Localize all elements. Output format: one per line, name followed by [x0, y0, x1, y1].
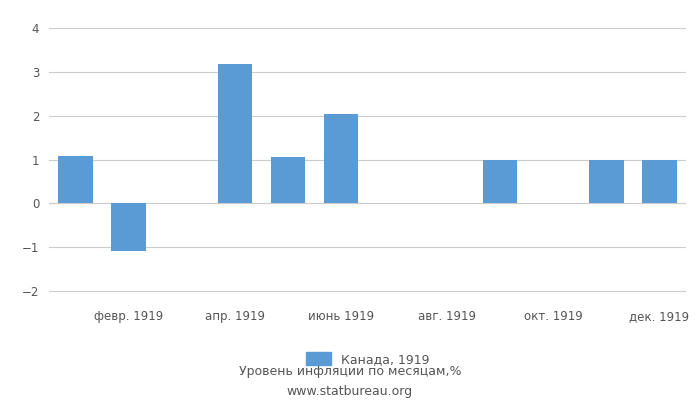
Bar — [323, 114, 358, 204]
Bar — [58, 156, 93, 204]
Text: Уровень инфляции по месяцам,%: Уровень инфляции по месяцам,% — [239, 366, 461, 378]
Bar — [642, 160, 677, 204]
Bar — [111, 204, 146, 251]
Bar — [271, 158, 305, 204]
Legend: Канада, 1919: Канада, 1919 — [301, 347, 434, 371]
Text: www.statbureau.org: www.statbureau.org — [287, 386, 413, 398]
Bar — [483, 160, 517, 204]
Bar — [589, 160, 624, 204]
Bar — [218, 64, 252, 204]
